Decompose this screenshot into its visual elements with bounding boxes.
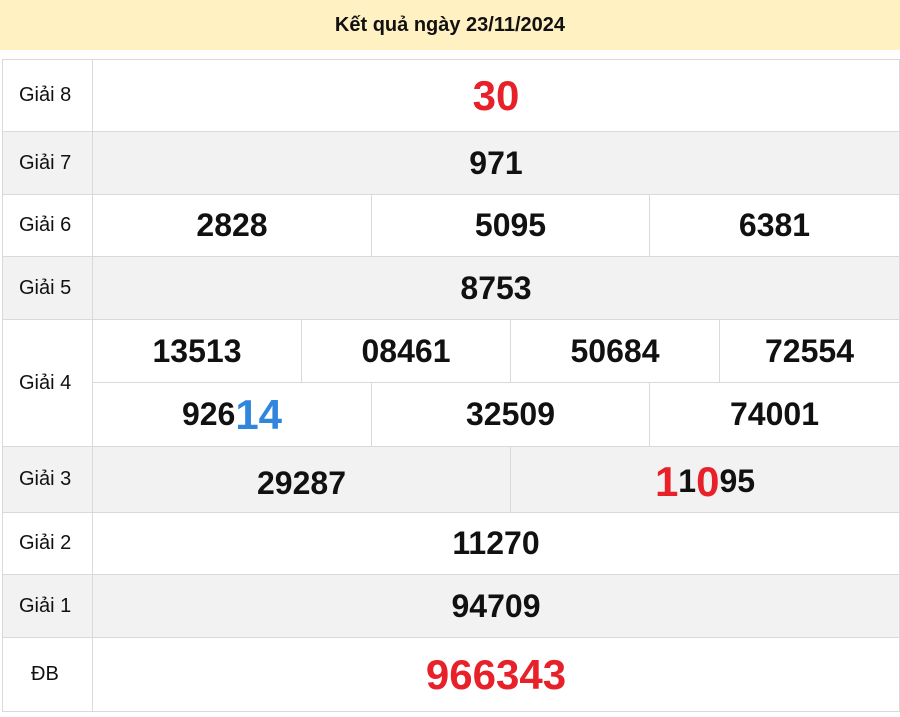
prize-g4-3: 50684	[511, 320, 720, 383]
prize-g3-1: 29287	[93, 447, 511, 513]
label-g7: Giải 7	[2, 132, 93, 195]
prize-g4-1: 13513	[93, 320, 302, 383]
label-g1: Giải 1	[2, 575, 93, 638]
prize-g4-2: 08461	[302, 320, 511, 383]
label-g2: Giải 2	[2, 513, 93, 575]
prize-g1: 94709	[93, 575, 900, 638]
prize-g6-3: 6381	[650, 195, 900, 257]
label-g4: Giải 4	[2, 320, 93, 447]
prize-g6-1: 2828	[93, 195, 372, 257]
label-g3: Giải 3	[2, 447, 93, 513]
prize-g4-6: 32509	[372, 383, 650, 447]
prize-g2: 11270	[93, 513, 900, 575]
label-g5: Giải 5	[2, 257, 93, 320]
prize-g3-2-h1: 1	[654, 457, 679, 505]
label-g6: Giải 6	[2, 195, 93, 257]
prize-special: 966343	[93, 638, 900, 712]
prize-g3-2: 1 1 0 95	[511, 447, 900, 513]
results-date-header: Kết quả ngày 23/11/2024	[0, 0, 900, 50]
prize-g7: 971	[93, 132, 900, 195]
prize-g3-2-p2: 95	[719, 463, 756, 499]
prize-g3-2-h2: 0	[696, 457, 720, 505]
label-special: ĐB	[2, 638, 93, 712]
prize-g4-7: 74001	[650, 383, 900, 447]
prize-g4-5-plain: 926	[181, 396, 236, 432]
prize-g8: 30	[93, 59, 900, 132]
label-g8: Giải 8	[2, 59, 93, 132]
prize-g4-4: 72554	[720, 320, 900, 383]
prize-g4-5-highlight: 14	[235, 390, 283, 438]
prize-g6-2: 5095	[372, 195, 650, 257]
prize-g4-5: 926 14	[93, 383, 372, 447]
prize-g5: 8753	[93, 257, 900, 320]
prize-g3-2-p1: 1	[678, 463, 697, 499]
